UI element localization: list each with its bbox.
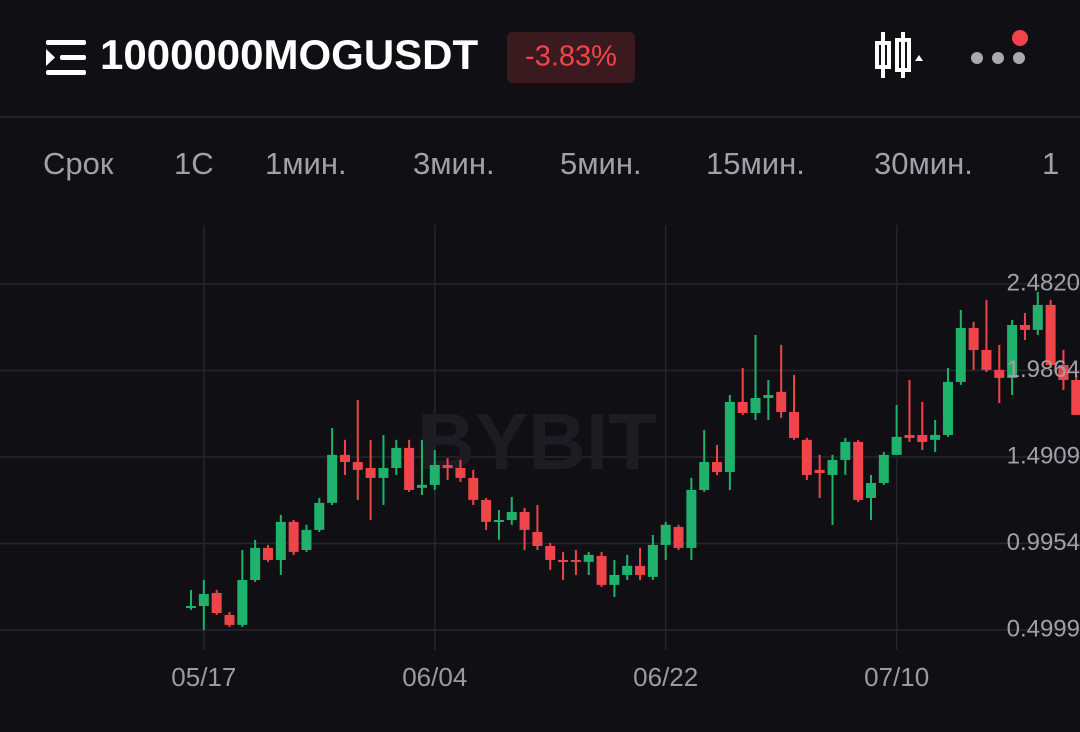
candle-body (827, 459, 838, 475)
candle-body (1058, 364, 1069, 380)
menu-icon[interactable] (46, 40, 86, 75)
candle-body (493, 519, 504, 522)
candle-body (814, 469, 825, 474)
more-menu[interactable] (971, 30, 1028, 64)
timeframe-tab[interactable]: 5мин. (560, 146, 642, 181)
candle-body (968, 327, 979, 350)
candle-body (250, 547, 261, 581)
candle-body (686, 489, 697, 548)
y-tick-label: 2.4820 (1007, 269, 1080, 296)
candle-body (339, 454, 350, 463)
candle-body (186, 606, 196, 609)
candle-body (699, 462, 710, 490)
candle-body (853, 441, 864, 500)
candle-body (468, 477, 479, 500)
candle-body (660, 524, 671, 545)
candle-body (724, 401, 735, 472)
candle-body (570, 559, 581, 562)
candle-body (712, 462, 723, 472)
candle-body (776, 391, 787, 412)
candle-body (840, 441, 851, 460)
candle-body (211, 592, 222, 613)
candle-body (750, 397, 761, 413)
candle-body (416, 484, 427, 488)
candle-body (596, 555, 607, 585)
candle-body (904, 434, 915, 438)
y-tick-label: 1.4909 (1007, 442, 1080, 469)
candle-body (1045, 304, 1056, 365)
x-tick-label: 07/10 (864, 662, 929, 692)
candle-body (865, 482, 876, 498)
candle-body (481, 499, 492, 522)
candle-body (519, 511, 530, 530)
y-tick-label: 0.9954 (1007, 529, 1080, 556)
candle-body (981, 349, 992, 370)
symbol-title[interactable]: 1000000MOGUSDT (100, 31, 479, 78)
candle-body (558, 559, 569, 562)
candle-body (801, 439, 812, 475)
candle-body (1032, 304, 1043, 330)
watermark: BYBIT (417, 397, 657, 486)
candle-body (994, 369, 1005, 378)
timeframe-tab[interactable]: 1мин. (265, 146, 347, 181)
candle-body (647, 544, 658, 577)
y-tick-label: 1.9864 (1007, 356, 1080, 383)
candle-body (314, 502, 325, 530)
candle-body (198, 593, 209, 607)
candle-body (622, 565, 633, 575)
timeframe-tab[interactable]: 1С (174, 146, 214, 181)
price-change: -3.83% (525, 41, 617, 73)
candle-body (917, 434, 928, 442)
candle-body (955, 327, 966, 382)
x-tick-label: 06/22 (633, 662, 698, 692)
candle-body (365, 467, 376, 478)
candle-body (301, 529, 312, 550)
candle-body (942, 381, 953, 435)
candle-body (545, 545, 556, 560)
change-badge (507, 32, 635, 83)
timeframe-tab[interactable]: Срок (43, 146, 114, 181)
candle-body (609, 574, 620, 585)
candle-body (532, 532, 543, 546)
candle-body (429, 464, 440, 485)
candle-body (763, 395, 774, 398)
candle-body (1071, 379, 1080, 415)
candle-body (1007, 325, 1018, 378)
timeframe-tab[interactable]: 3мин. (413, 146, 495, 181)
candle-body (275, 521, 286, 560)
candle-body (237, 580, 248, 625)
timeframe-tab[interactable]: 1 (1042, 146, 1059, 181)
candle-body (288, 521, 299, 552)
timeframe-tab[interactable]: 30мин. (874, 146, 973, 181)
candle-body (891, 436, 902, 455)
candle-body (789, 411, 800, 438)
candle-body (930, 434, 941, 440)
candle-body (737, 401, 748, 413)
candle-body (878, 454, 889, 483)
candle-body (352, 462, 363, 470)
chart-type-icon[interactable] (875, 32, 923, 78)
candle-body (1019, 325, 1030, 330)
x-tick-label: 05/17 (171, 662, 236, 692)
candle-body (583, 554, 594, 562)
candle-body (378, 467, 389, 478)
candle-body (506, 511, 517, 520)
candle-body (673, 526, 684, 548)
candle-body (391, 447, 402, 468)
candle-body (224, 614, 235, 625)
candle-body (635, 565, 646, 575)
candle-body (442, 464, 453, 468)
candle-body (327, 454, 338, 503)
timeframe-tab[interactable]: 15мин. (706, 146, 805, 181)
y-tick-label: 0.4999 (1007, 615, 1080, 642)
candle-body (404, 447, 415, 490)
x-tick-label: 06/04 (402, 662, 467, 692)
candle-body (455, 467, 466, 478)
candle-body (262, 547, 273, 560)
